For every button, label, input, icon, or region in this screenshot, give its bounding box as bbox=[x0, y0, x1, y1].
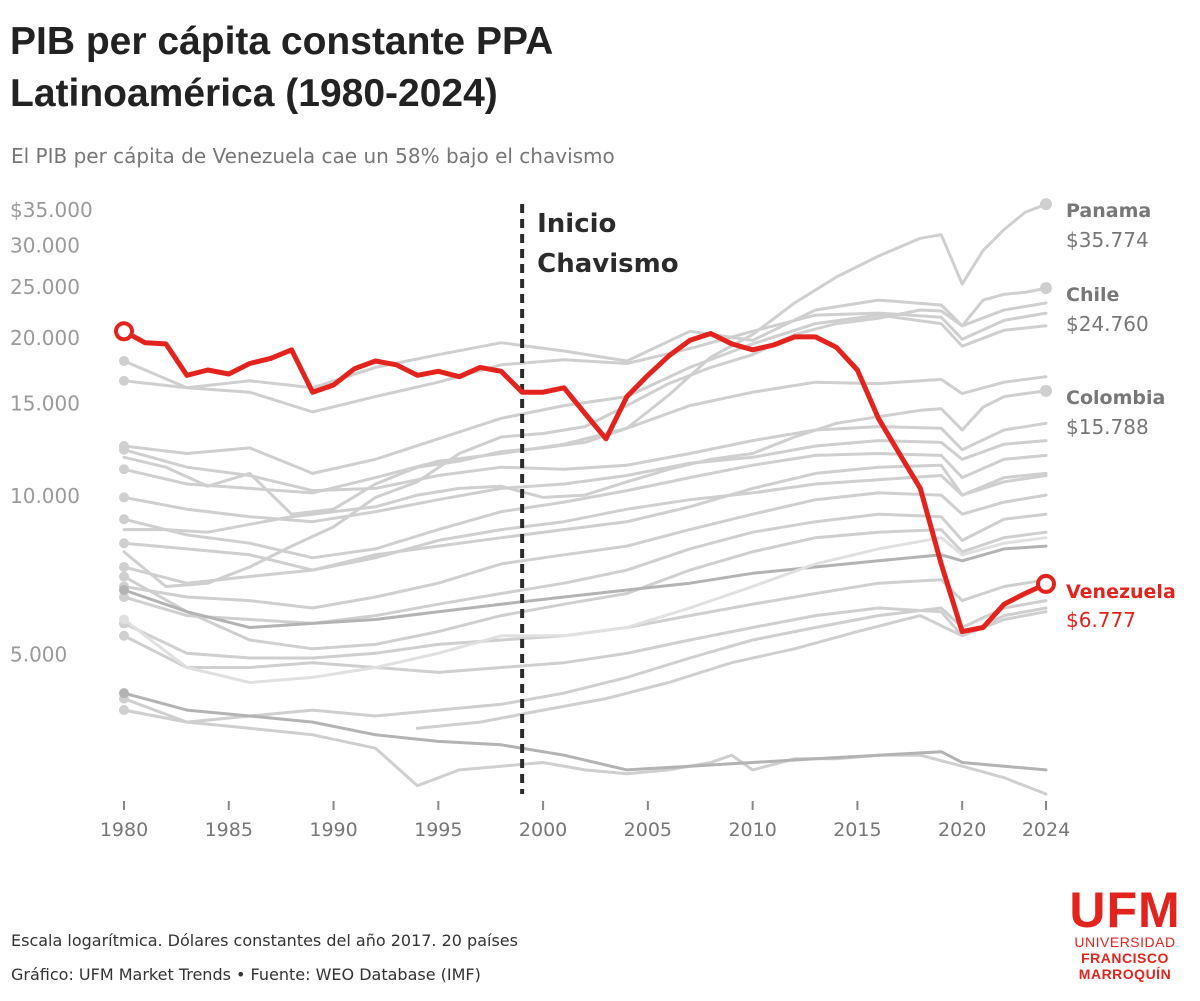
background-series-start-dot bbox=[119, 538, 129, 549]
x-tick-label: 1985 bbox=[205, 819, 253, 841]
ufm-logo-line2: FRANCISCO bbox=[1081, 950, 1169, 966]
chile-value-label: $24.760 bbox=[1066, 312, 1149, 336]
scale-note: Escala logarítmica. Dólares constantes d… bbox=[11, 931, 518, 950]
venezuela-start-dot bbox=[114, 321, 134, 342]
background-series-line bbox=[122, 708, 1048, 796]
panama-end-dot bbox=[1040, 198, 1052, 211]
x-axis-tick-labels: 1980 1985 1990 1995 2000 2005 2010 2015 2020 2024 bbox=[100, 801, 1070, 841]
x-tick-label: 1980 bbox=[100, 819, 148, 841]
x-tick-label: 1990 bbox=[309, 819, 357, 841]
chile-series-line bbox=[122, 286, 1048, 588]
background-series-line bbox=[122, 491, 1048, 610]
background-series-start-dot bbox=[119, 492, 129, 503]
x-tick-label: 2024 bbox=[1022, 819, 1070, 841]
chile-end-dot bbox=[1040, 282, 1052, 295]
background-series-line bbox=[122, 606, 1048, 674]
background-series-start-dot bbox=[119, 705, 129, 716]
y-axis-tick-labels: $35.000 30.000 25.000 20.000 15.000 10.000 5.0… bbox=[10, 198, 93, 666]
background-series-start-dot bbox=[119, 375, 129, 386]
background-series-start-dot bbox=[119, 464, 129, 475]
colombia-value-label: $15.788 bbox=[1066, 415, 1149, 439]
background-series-line bbox=[122, 313, 1048, 475]
background-series-line bbox=[122, 421, 1048, 493]
background-series-line bbox=[122, 452, 1048, 560]
background-series-line bbox=[122, 375, 1048, 495]
background-series-start-dot bbox=[119, 514, 129, 525]
background-series-start-dot bbox=[119, 571, 129, 582]
background-series-line bbox=[122, 463, 1048, 585]
ufm-logo-line3: MARROQUÍN bbox=[1078, 966, 1172, 982]
y-tick-label: 25.000 bbox=[10, 275, 80, 299]
chart-title-line1: PIB per cápita constante PPA bbox=[10, 20, 554, 63]
background-series-line bbox=[122, 544, 1048, 629]
venezuela-end-dot bbox=[1036, 573, 1056, 594]
chile-name-label: Chile bbox=[1066, 284, 1119, 306]
chavismo-label-line2: Chavismo bbox=[537, 249, 678, 279]
background-series-start-dot bbox=[119, 561, 129, 572]
x-tick-label: 2020 bbox=[938, 819, 986, 841]
chart-title: PIB per cápita constante PPA Latinoaméri… bbox=[10, 16, 553, 120]
background-series-start-dot bbox=[119, 444, 129, 455]
chart-title-line2: Latinoamérica (1980-2024) bbox=[10, 72, 498, 115]
line-chart: Inicio Chavismo $35.000 30.000 25.000 20.00… bbox=[10, 198, 1176, 841]
y-tick-label: 15.000 bbox=[10, 392, 80, 416]
background-series-start-dot bbox=[119, 630, 129, 641]
x-tick-label: 1995 bbox=[414, 819, 462, 841]
background-series-line bbox=[122, 298, 1048, 390]
venezuela-series-line bbox=[121, 328, 1049, 635]
background-series-line bbox=[122, 691, 1048, 772]
chavismo-label-line1: Inicio bbox=[537, 209, 616, 239]
labeled-series-group bbox=[122, 198, 1052, 588]
x-tick-label: 2005 bbox=[624, 819, 672, 841]
background-series-start-dot bbox=[119, 591, 129, 602]
ufm-logo-line1: UNIVERSIDAD bbox=[1074, 934, 1176, 950]
panama-value-label: $35.774 bbox=[1066, 228, 1149, 252]
venezuela-value-label: $6.777 bbox=[1066, 608, 1136, 632]
background-series-start-dot bbox=[119, 688, 129, 699]
y-tick-label: 5.000 bbox=[10, 642, 67, 666]
panama-series-line bbox=[122, 202, 1048, 516]
background-series-line bbox=[122, 439, 1048, 524]
colombia-end-dot bbox=[1040, 384, 1052, 397]
background-series-group bbox=[119, 298, 1048, 796]
ufm-logo-mark: UFM bbox=[1069, 882, 1181, 938]
background-series-start-dot bbox=[119, 614, 129, 625]
background-series-start-dot bbox=[119, 355, 129, 366]
end-labels: Panama $35.774 Chile $24.760 Colombia $15.788… bbox=[1066, 200, 1176, 632]
x-tick-label: 2000 bbox=[519, 819, 567, 841]
background-series-line bbox=[122, 471, 1048, 572]
background-series-line bbox=[122, 512, 1048, 625]
y-tick-label: 20.000 bbox=[10, 326, 80, 350]
background-series-start-dot bbox=[119, 584, 129, 595]
venezuela-series-group bbox=[114, 321, 1056, 635]
background-series-line bbox=[122, 536, 1048, 684]
venezuela-name-label: Venezuela bbox=[1066, 581, 1176, 603]
ufm-logo: UFM UNIVERSIDAD FRANCISCO MARROQUÍN bbox=[1066, 882, 1184, 982]
source-credit: Gráfico: UFM Market Trends • Fuente: WEO… bbox=[11, 965, 481, 984]
background-series-line bbox=[122, 311, 1048, 414]
chavismo-annotation: Inicio Chavismo bbox=[520, 204, 679, 794]
panama-name-label: Panama bbox=[1066, 200, 1151, 222]
colombia-series-line bbox=[122, 389, 1048, 534]
background-series-line bbox=[122, 528, 1048, 651]
y-tick-label: $35.000 bbox=[10, 198, 93, 222]
y-tick-label: 10.000 bbox=[10, 484, 80, 508]
y-tick-label: 30.000 bbox=[10, 233, 80, 257]
colombia-name-label: Colombia bbox=[1066, 387, 1165, 409]
background-series-line bbox=[122, 599, 1048, 724]
x-tick-label: 2015 bbox=[833, 819, 881, 841]
x-tick-label: 2010 bbox=[728, 819, 776, 841]
chart-subtitle: El PIB per cápita de Venezuela cae un 58… bbox=[11, 144, 615, 168]
